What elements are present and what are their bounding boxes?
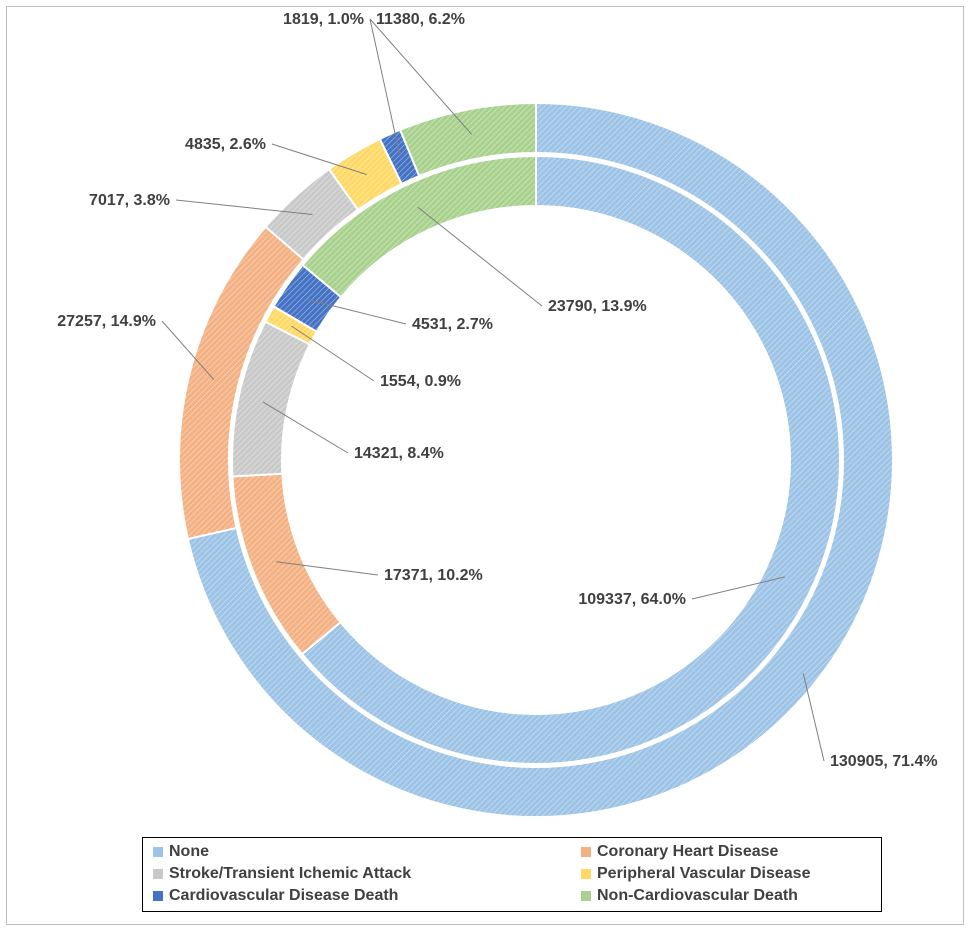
leader-lines: [161, 18, 825, 762]
outer-data-label-stroke-transient-ichemic-attack: 7017, 3.8%: [89, 192, 170, 209]
outer-slice-hatch-coronary-heart-disease: [179, 226, 304, 539]
outer-data-label-peripheral-vascular-disease: 4835, 2.6%: [185, 136, 266, 153]
outer-leader-line-stroke-transient-ichemic-attack: [175, 199, 313, 216]
legend-item: Stroke/Transient Ichemic Attack: [153, 864, 411, 884]
inner-leader-line-non-cardiovascular-death: [417, 206, 543, 307]
legend-swatch: [581, 891, 591, 901]
inner-data-label-coronary-heart-disease: 17371, 10.2%: [384, 567, 483, 584]
inner-leader-line-stroke-transient-ichemic-attack: [262, 401, 349, 454]
outer-data-label-coronary-heart-disease: 27257, 14.9%: [57, 313, 156, 330]
legend-label: Peripheral Vascular Disease: [597, 865, 811, 882]
inner-leader-line-coronary-heart-disease: [276, 561, 379, 576]
legend-item: Peripheral Vascular Disease: [581, 864, 810, 884]
outer-leader-line-non-cardiovascular-death: [369, 18, 473, 135]
legend-item: None: [153, 842, 209, 862]
inner-slice-hatch-non-cardiovascular-death: [302, 156, 536, 298]
inner-slice-hatch-cardiovascular-disease-death: [273, 265, 342, 332]
outer-leader-line-peripheral-vascular-disease: [271, 143, 367, 175]
outer-data-label-cardiovascular-disease-death: 1819, 1.0%: [283, 11, 364, 28]
inner-slice-hatch-none: [302, 156, 841, 764]
rings: [178, 101, 894, 818]
inner-leader-line-peripheral-vascular-disease: [291, 325, 375, 382]
outer-slice-hatch-non-cardiovascular-death: [400, 103, 536, 177]
legend-swatch: [581, 869, 591, 879]
legend-label: None: [169, 843, 209, 860]
legend: None Coronary Heart Disease Stroke/Transie…: [142, 837, 882, 912]
inner-data-label-stroke-transient-ichemic-attack: 14321, 8.4%: [354, 445, 444, 462]
legend-item: Cardiovascular Disease Death: [153, 886, 398, 906]
outer-slice-hatch-cardiovascular-disease-death: [379, 129, 420, 184]
data-labels: 130905, 71.4% 27257, 14.9% 7017, 3.8% 4835,…: [57, 11, 937, 770]
outer-data-label-none: 130905, 71.4%: [830, 753, 938, 770]
outer-leader-line-none: [802, 673, 825, 762]
inner-slice-hatch-coronary-heart-disease: [232, 473, 341, 655]
outer-data-label-non-cardiovascular-death: 11380, 6.2%: [376, 11, 465, 28]
inner-data-label-peripheral-vascular-disease: 1554, 0.9%: [380, 373, 461, 390]
outer-leader-line-coronary-heart-disease: [161, 320, 215, 381]
legend-swatch: [153, 891, 163, 901]
legend-swatch: [153, 847, 163, 857]
inner-leader-line-none: [691, 576, 786, 600]
legend-item: Coronary Heart Disease: [581, 842, 778, 862]
legend-label: Stroke/Transient Ichemic Attack: [169, 865, 412, 882]
legend-label: Coronary Heart Disease: [597, 843, 779, 860]
inner-slice-hatch-stroke-transient-ichemic-attack: [232, 321, 310, 477]
legend-swatch: [581, 847, 591, 857]
inner-data-label-none: 109337, 64.0%: [578, 591, 686, 608]
inner-data-label-cardiovascular-disease-death: 4531, 2.7%: [412, 316, 493, 333]
inner-data-label-non-cardiovascular-death: 23790, 13.9%: [548, 298, 647, 315]
legend-label: Cardiovascular Disease Death: [169, 887, 399, 904]
outer-leader-line-cardiovascular-disease-death: [369, 18, 401, 158]
legend-label: Non-Cardiovascular Death: [597, 887, 798, 904]
legend-swatch: [153, 869, 163, 879]
inner-leader-line-cardiovascular-disease-death: [307, 299, 407, 325]
legend-item: Non-Cardiovascular Death: [581, 886, 798, 906]
